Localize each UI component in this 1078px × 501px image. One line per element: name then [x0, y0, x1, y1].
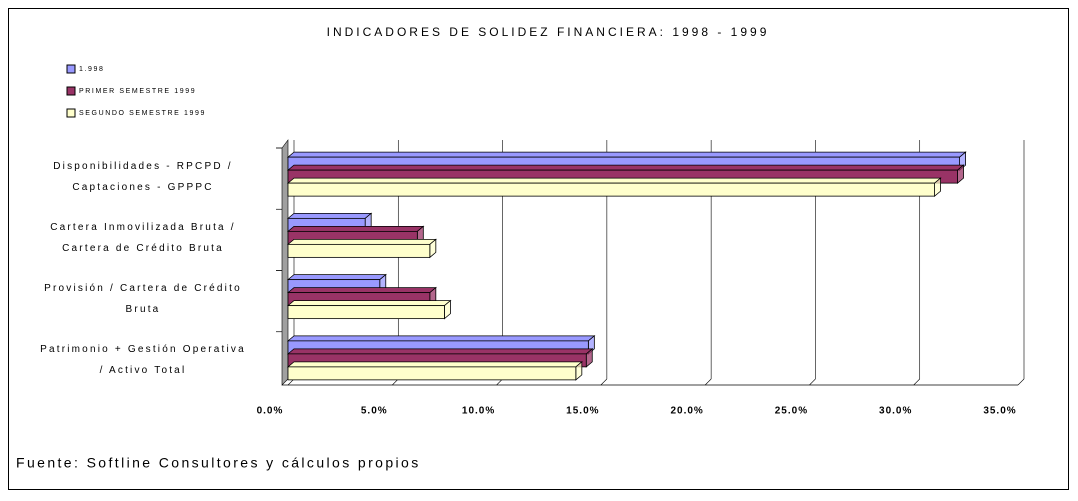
x-tick-label: 15.0%	[566, 406, 599, 417]
category-label: Patrimonio + Gestión Operativa / Activo …	[40, 344, 246, 377]
legend-label: PRIMER SEMESTRE 1999	[79, 88, 196, 95]
bar-front	[287, 182, 935, 197]
x-tick-label: 20.0%	[670, 406, 703, 417]
tick-mark	[600, 378, 608, 386]
bar-top	[286, 164, 965, 171]
bar-top	[286, 177, 942, 184]
legend-swatch	[66, 86, 76, 96]
bar-front	[287, 243, 431, 258]
bar-top	[286, 335, 596, 342]
x-tick-label: 30.0%	[879, 406, 912, 417]
bar-top	[286, 287, 437, 294]
tick-mark	[809, 378, 816, 386]
side-wall	[281, 139, 289, 386]
category-label: Cartera Inmovilizada Bruta / Cartera de …	[50, 221, 236, 254]
legend-label: SEGUNDO SEMESTRE 1999	[79, 110, 206, 117]
bar	[286, 299, 452, 320]
bar-top	[286, 348, 594, 355]
x-tick-label: 35.0%	[983, 406, 1016, 417]
bar-top	[286, 300, 452, 307]
chart-border	[8, 8, 1069, 490]
x-tick-label: 25.0%	[775, 406, 808, 417]
category-label: Provisión / Cartera de Crédito Bruta	[44, 283, 242, 316]
tick-mark	[1017, 378, 1025, 386]
bar-top	[286, 212, 373, 219]
bar-front	[287, 366, 577, 381]
bar-top	[286, 225, 425, 232]
bar-top	[286, 361, 583, 368]
x-tick-label: 5.0%	[361, 406, 388, 417]
tick-mark	[913, 378, 920, 386]
source-note: Fuente: Softline Consultores y cálculos …	[16, 455, 421, 471]
tick-mark	[704, 378, 712, 386]
bar-top	[286, 238, 437, 245]
bar-front	[287, 305, 445, 320]
bar	[286, 238, 437, 259]
chart-title: INDICADORES DE SOLIDEZ FINANCIERA: 1998 …	[327, 25, 770, 39]
legend-swatch	[66, 108, 76, 118]
bar	[286, 361, 583, 381]
legend-swatch	[66, 64, 76, 74]
bar	[286, 177, 942, 197]
x-tick-label: 10.0%	[462, 406, 495, 417]
bar-top	[286, 151, 967, 158]
legend-label: 1.998	[79, 66, 105, 73]
category-label: Disponibilidades - RPCPD / Captaciones -…	[53, 160, 233, 193]
x-tick-label: 0.0%	[257, 406, 284, 417]
bar-top	[286, 274, 387, 281]
